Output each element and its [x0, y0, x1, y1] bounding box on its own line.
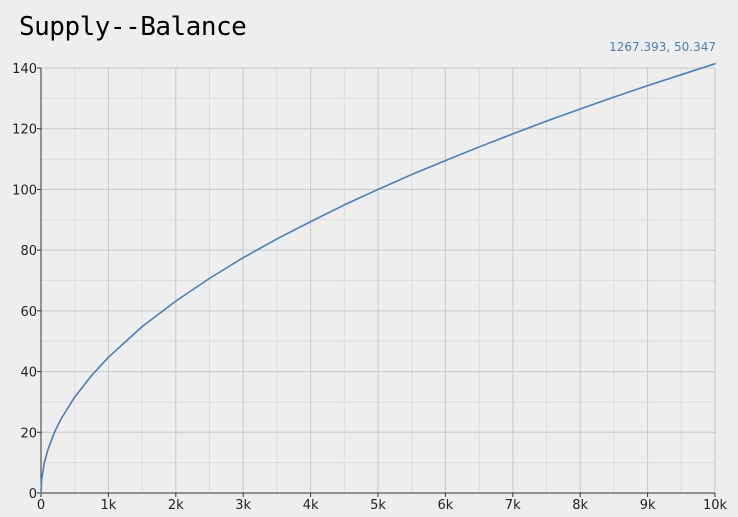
axes — [37, 67, 716, 497]
series-line — [40, 62, 716, 494]
x-tick-label: 7k — [505, 498, 521, 513]
x-tick-label: 8k — [572, 498, 588, 513]
cursor-coordinate-readout: 1267.393, 50.347 — [609, 40, 716, 54]
y-tick-label: 60 — [20, 305, 37, 320]
chart-title: Supply--Balance — [19, 12, 247, 42]
x-tick-label: 3k — [235, 498, 251, 513]
y-tick-label: 120 — [12, 123, 37, 138]
x-tick-label: 5k — [370, 498, 386, 513]
y-tick-label: 40 — [20, 366, 37, 381]
x-tick-label: 2k — [168, 498, 184, 513]
x-tick-label: 4k — [303, 498, 319, 513]
y-tick-labels: 0 20 40 60 80 100 120 140 — [12, 62, 37, 502]
x-tick-label: 9k — [640, 498, 656, 513]
y-tick-label: 100 — [12, 183, 37, 198]
x-tick-label: 0 — [37, 498, 45, 513]
y-tick-label: 20 — [20, 426, 37, 441]
series-layer — [40, 62, 716, 494]
x-tick-label: 10k — [703, 498, 728, 513]
y-tick-label: 80 — [20, 244, 37, 259]
y-tick-label: 0 — [29, 487, 37, 502]
x-tick-label: 6k — [437, 498, 453, 513]
y-tick-label: 140 — [12, 62, 37, 77]
x-tick-label: 1k — [100, 498, 116, 513]
grid — [40, 67, 716, 494]
x-tick-labels: 0 1k 2k 3k 4k 5k 6k 7k 8k 9k 10k — [37, 498, 728, 513]
